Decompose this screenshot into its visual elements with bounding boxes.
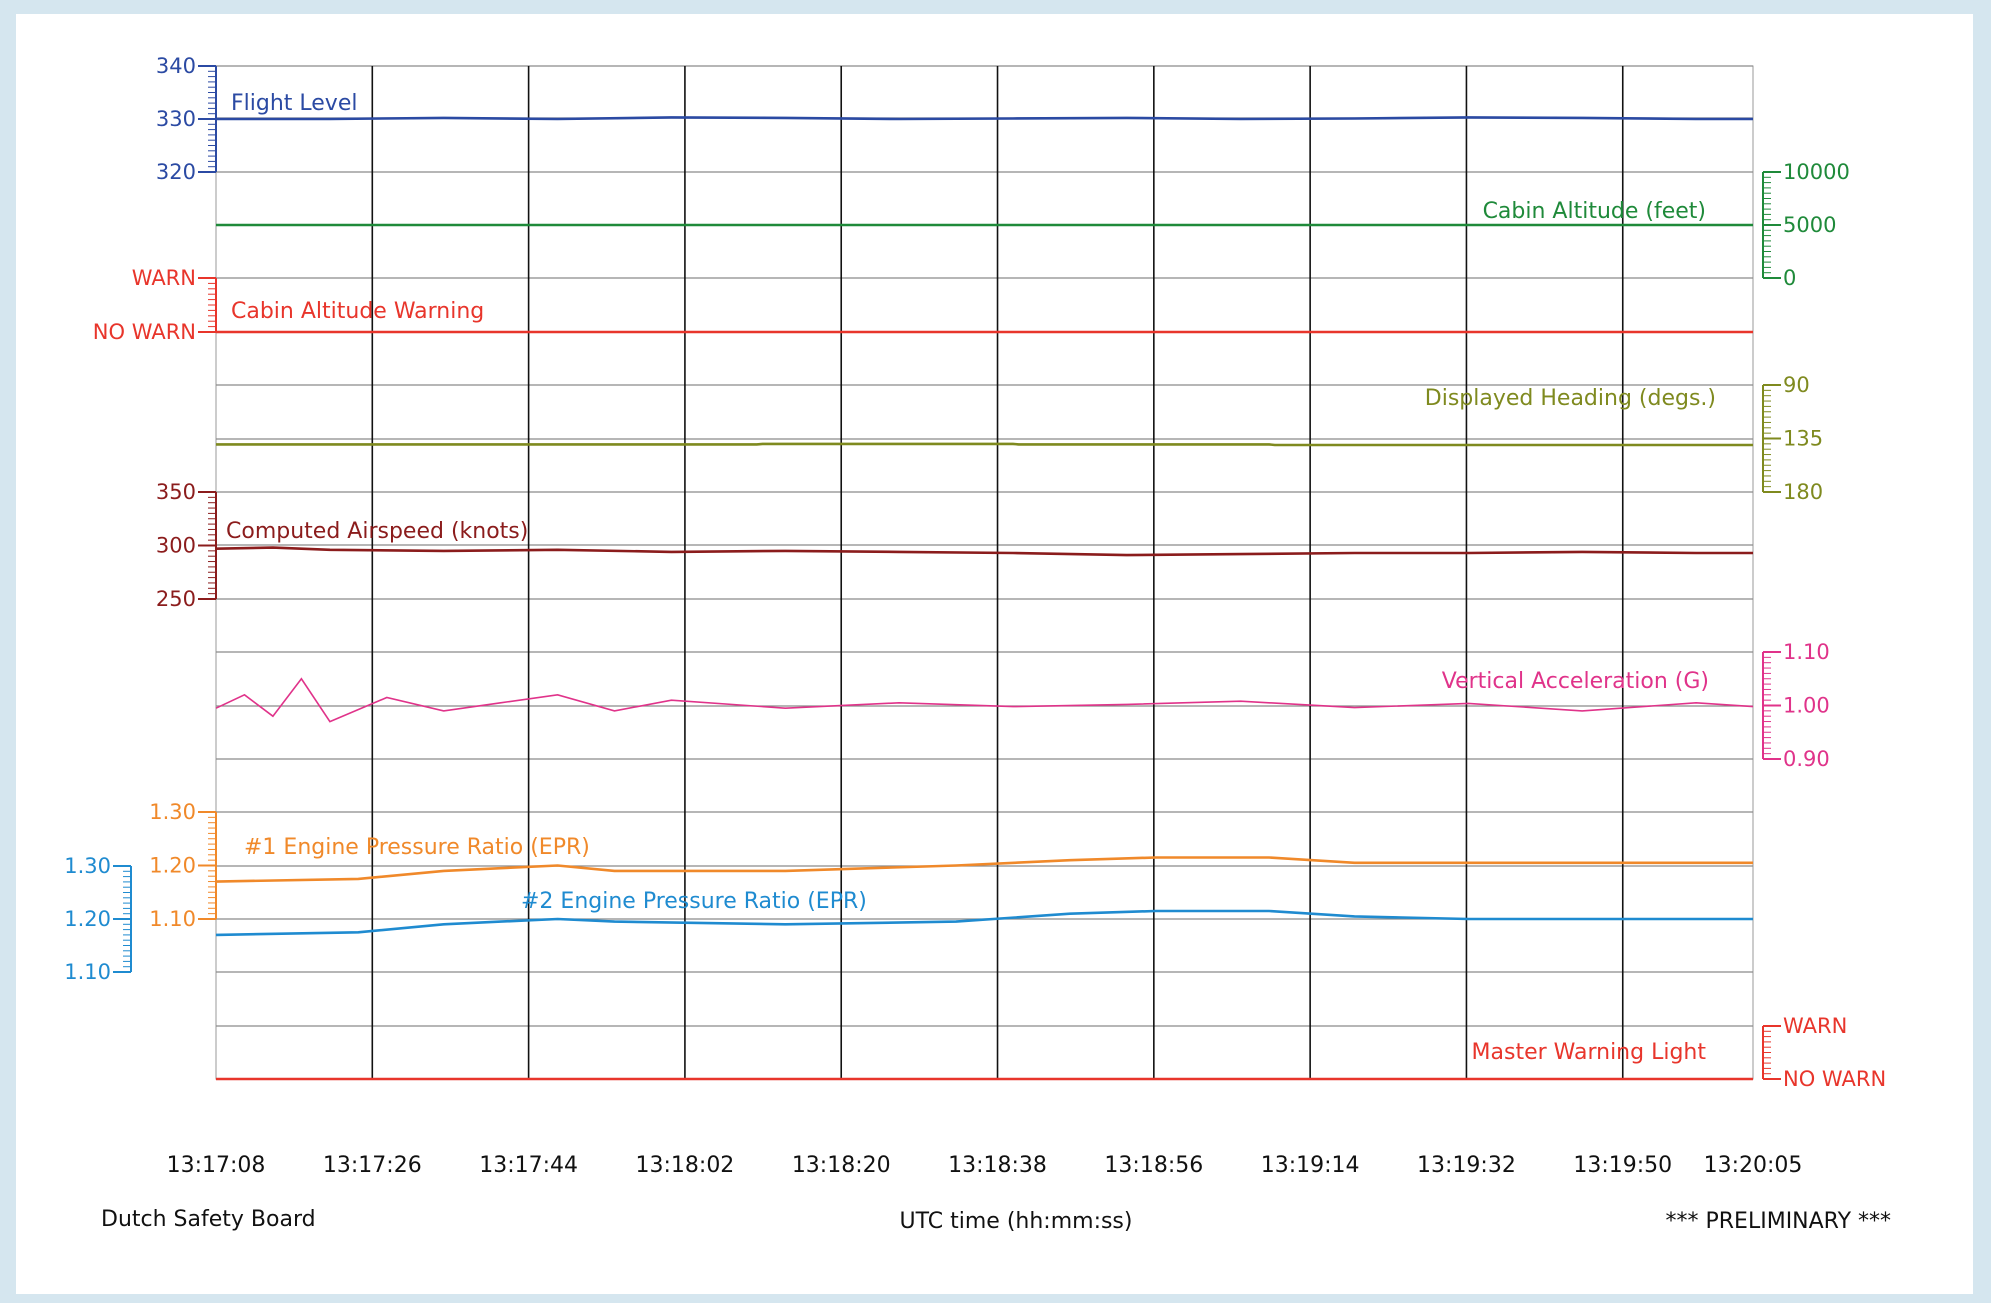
- series-epr-2: [215, 909, 1753, 937]
- x-tick-label: 13:18:20: [792, 1153, 891, 1178]
- axes: 340 330 320 10000 5000 0 WARN NO WARN 90 135 180 35…: [64, 54, 1886, 1091]
- x-tick-label: 13:18:56: [1104, 1153, 1203, 1178]
- chart-frame: 340 330 320 10000 5000 0 WARN NO WARN 90 135 180 35…: [16, 14, 1973, 1294]
- x-tick-label: 13:20:05: [1704, 1153, 1803, 1178]
- axis-tick-label: 340: [156, 54, 196, 78]
- x-tick-label: 13:18:02: [636, 1153, 735, 1178]
- series-label-computed-airspeed: Computed Airspeed (knots): [226, 519, 528, 544]
- series-label-displayed-heading: Displayed Heading (degs.): [1425, 386, 1716, 411]
- axis-tick-label: 330: [156, 107, 196, 131]
- series-label-cabin-altitude-warning: Cabin Altitude Warning: [231, 299, 484, 324]
- axis-tick-label: 300: [156, 534, 196, 558]
- axis-tick-label: 0: [1783, 266, 1796, 290]
- series-label-master-warning-light: Master Warning Light: [1472, 1040, 1707, 1065]
- x-tick-label: 13:19:14: [1261, 1153, 1360, 1178]
- x-tick-label: 13:17:08: [167, 1153, 266, 1178]
- x-tick-label: 13:19:32: [1417, 1153, 1516, 1178]
- series-label-flight-level: Flight Level: [231, 91, 357, 116]
- series-epr-1: [215, 856, 1753, 883]
- series-label-cabin-altitude: Cabin Altitude (feet): [1483, 199, 1706, 224]
- series-labels: Flight Level Cabin Altitude (feet) Cabin A…: [226, 91, 1716, 1065]
- axis-tick-label: 0.90: [1783, 747, 1830, 771]
- axis-tick-label: WARN: [132, 266, 196, 290]
- footer-right: *** PRELIMINARY ***: [1666, 1209, 1891, 1234]
- x-tick-label: 13:18:38: [948, 1153, 1047, 1178]
- axis-tick-label: NO WARN: [1783, 1067, 1886, 1091]
- x-tick-label: 13:17:44: [479, 1153, 578, 1178]
- series-flight-level: [216, 116, 1753, 121]
- axis-tick-label: 1.10: [1783, 640, 1830, 664]
- axis-tick-label: 250: [156, 587, 196, 611]
- x-tick-label: 13:17:26: [323, 1153, 422, 1178]
- axis-tick-label: 1.30: [149, 800, 196, 824]
- series-label-epr-2: #2 Engine Pressure Ratio (EPR): [521, 889, 867, 914]
- axis-tick-label: 1.10: [64, 960, 111, 984]
- footer-left: Dutch Safety Board: [101, 1207, 316, 1232]
- axis-tick-label: 10000: [1783, 160, 1850, 184]
- axis-tick-label: 1.10: [149, 907, 196, 931]
- x-axis-title: UTC time (hh:mm:ss): [900, 1209, 1133, 1234]
- axis-tick-label: 5000: [1783, 213, 1836, 237]
- axis-tick-label: 320: [156, 160, 196, 184]
- series-label-vertical-acceleration: Vertical Acceleration (G): [1442, 669, 1709, 694]
- series: [215, 116, 1754, 1081]
- fdr-chart: 340 330 320 10000 5000 0 WARN NO WARN 90 135 180 35…: [64, 54, 1891, 1234]
- axis-tick-label: 1.20: [64, 907, 111, 931]
- axis-tick-label: 180: [1783, 480, 1823, 504]
- axis-tick-label: 90: [1783, 373, 1810, 397]
- axis-tick-label: 1.00: [1783, 694, 1830, 718]
- axis-tick-label: WARN: [1783, 1014, 1847, 1038]
- x-tick-label: 13:19:50: [1573, 1153, 1672, 1178]
- axis-tick-label: NO WARN: [93, 320, 196, 344]
- series-label-epr-1: #1 Engine Pressure Ratio (EPR): [244, 835, 590, 860]
- series-vertical-acceleration: [215, 677, 1754, 723]
- axis-tick-label: 1.30: [64, 854, 111, 878]
- series-computed-airspeed: [215, 546, 1753, 557]
- series-displayed-heading: [216, 442, 1753, 447]
- axis-tick-label: 135: [1783, 427, 1823, 451]
- axis-tick-label: 1.20: [149, 854, 196, 878]
- x-axis: 13:17:08 13:17:26 13:17:44 13:18:02 13:18:20…: [167, 1153, 1803, 1178]
- axis-tick-label: 350: [156, 480, 196, 504]
